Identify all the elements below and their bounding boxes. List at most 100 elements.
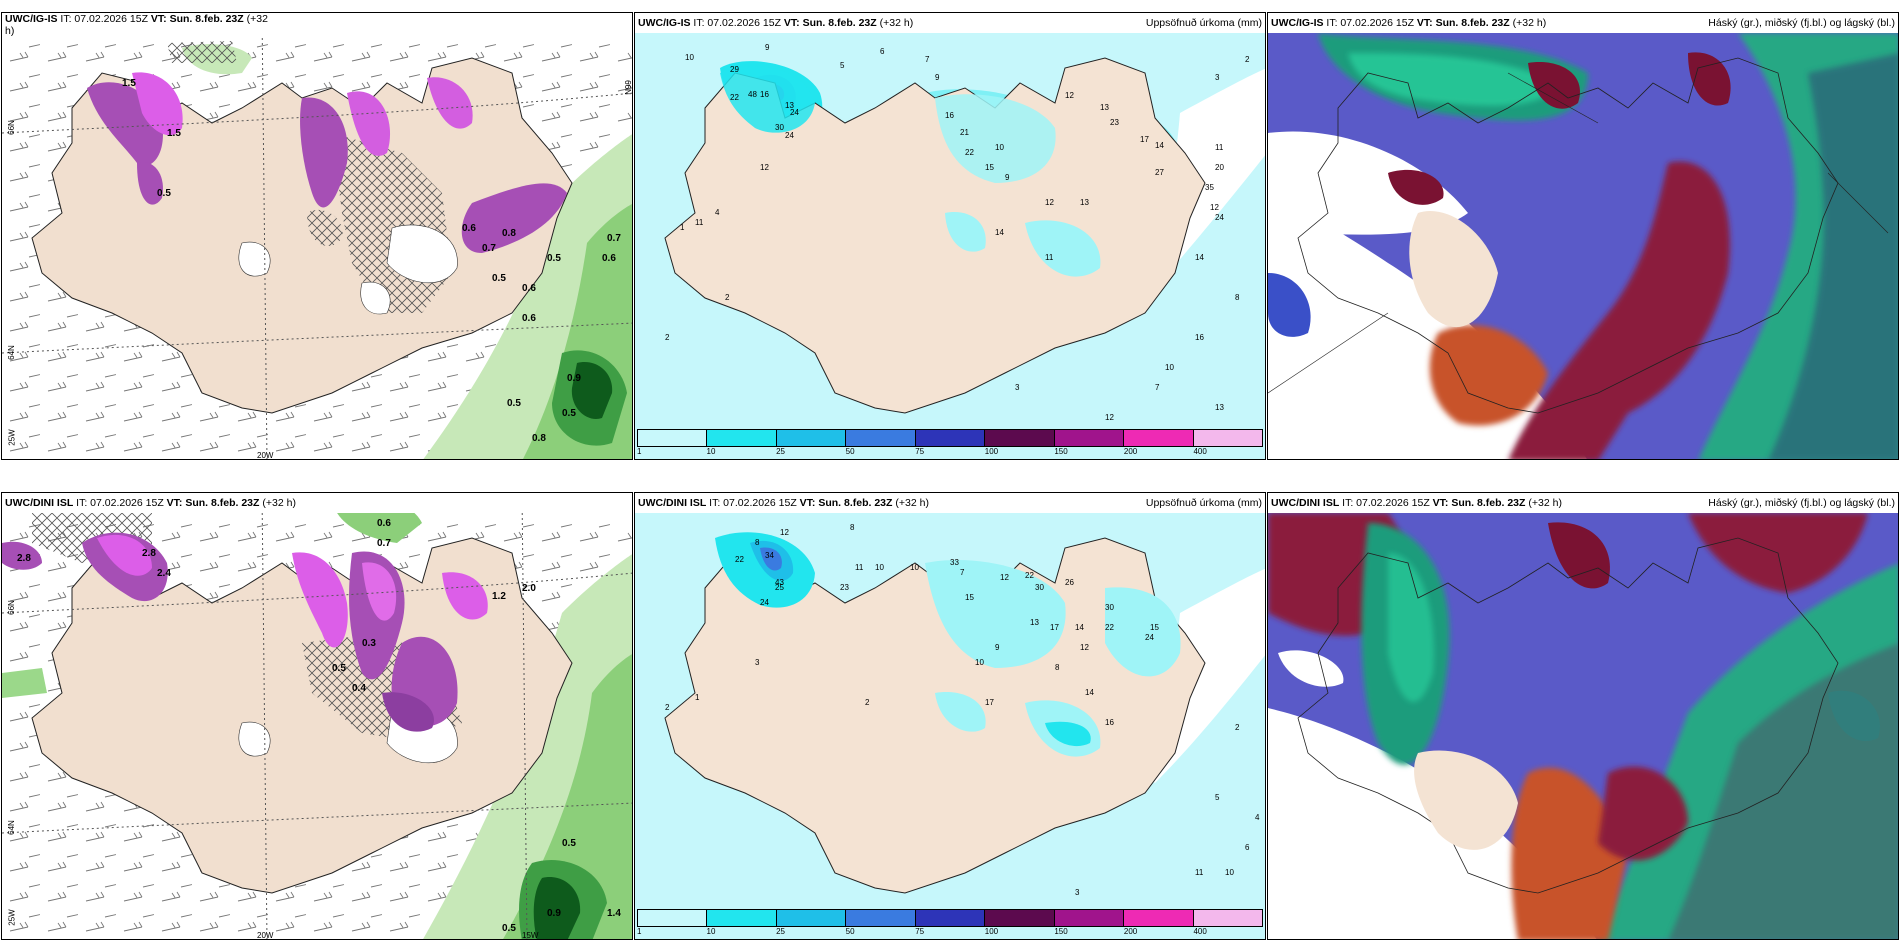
precip-value-label: 13 xyxy=(1080,198,1089,207)
colorbar-tick-label: 1 xyxy=(637,447,642,456)
map-panel-top-middle: UWC/IG-IS IT: 07.02.2026 15Z VT: Sun. 8.… xyxy=(634,12,1266,460)
precip-value-label: 3 xyxy=(1015,383,1020,392)
precip-value-label: 23 xyxy=(1110,118,1119,127)
field-title: Háský (gr.), miðský (fj.bl.) og lágský (… xyxy=(1708,497,1895,509)
colorbar-swatches xyxy=(637,909,1263,927)
snow-value-label: 0.4 xyxy=(352,683,366,694)
lat-label: 66N xyxy=(622,80,632,95)
snow-value-label: 2.8 xyxy=(142,548,156,559)
precip-value-label: 3 xyxy=(755,658,760,667)
precip-value-label: 12 xyxy=(760,163,769,172)
precip-value-label: 24 xyxy=(1145,633,1154,642)
precip-value-label: 13 xyxy=(1100,103,1109,112)
colorbar-tick-label: 150 xyxy=(1054,447,1068,456)
precip-value-label: 2 xyxy=(665,703,670,712)
colorbar-swatch xyxy=(707,910,777,926)
precip-value-label: 22 xyxy=(965,148,974,157)
snow-value-label: 1.5 xyxy=(167,128,181,139)
lead-time: (+32 h) xyxy=(879,17,914,29)
lead-time: (+32 h) xyxy=(1528,497,1562,509)
precip-map xyxy=(635,493,1265,939)
precip-value-label: 12 xyxy=(780,528,789,537)
snow-value-label: 0.6 xyxy=(462,223,476,234)
precip-value-label: 4 xyxy=(1255,813,1260,822)
precip-value-label: 22 xyxy=(1025,571,1034,580)
snow-value-label: 0.5 xyxy=(332,663,346,674)
precip-value-label: 24 xyxy=(785,131,794,140)
precip-value-label: 12 xyxy=(1105,413,1114,422)
precip-value-label: 4 xyxy=(715,208,720,217)
lead-time-cont: h) xyxy=(5,25,15,37)
field-title: Uppsöfnuð úrkoma (mm) xyxy=(1145,17,1262,29)
precip-value-label: 10 xyxy=(910,563,919,572)
colorbar-tick-label: 25 xyxy=(776,447,786,456)
snow-value-label: 0.7 xyxy=(607,233,621,244)
lat-label: 66N xyxy=(6,120,16,135)
lat-label: 64N xyxy=(6,345,16,360)
precip-value-label: 1 xyxy=(695,693,700,702)
snow-value-label: 0.9 xyxy=(567,373,581,384)
colorbar-swatch xyxy=(846,910,916,926)
colorbar-swatch xyxy=(1193,430,1262,446)
colorbar-tick-label: 1 xyxy=(637,927,642,936)
precip-value-label: 9 xyxy=(935,73,940,82)
precip-value-label: 7 xyxy=(1155,383,1160,392)
map-panel-top-right: UWC/IG-IS IT: 07.02.2026 15Z VT: Sun. 8.… xyxy=(1267,12,1899,460)
snow-value-label: 1.2 xyxy=(492,591,506,602)
colorbar-tick-label: 75 xyxy=(915,927,925,936)
precip-value-label: 25 xyxy=(775,583,784,592)
field-title: Háský (gr.), miðský (fj.bl.) og lágský (… xyxy=(1708,17,1895,29)
colorbar-ticks: 1 10 25 50 75 100 150 200 400 xyxy=(637,447,1263,457)
lon-label: 20W xyxy=(257,451,274,460)
snow-value-label: 2.4 xyxy=(157,568,171,579)
colorbar-tick-label: 10 xyxy=(706,447,716,456)
precip-value-label: 11 xyxy=(1045,253,1054,262)
colorbar-tick-label: 400 xyxy=(1193,927,1207,936)
colorbar-tick-label: 75 xyxy=(915,447,925,456)
colorbar-swatch xyxy=(915,430,986,446)
precip-value-label: 27 xyxy=(1155,168,1164,177)
snow-value-label: 1.4 xyxy=(607,908,621,919)
colorbar-swatch xyxy=(776,430,847,446)
colorbar-swatch xyxy=(1054,910,1125,926)
colorbar-swatch xyxy=(776,910,847,926)
panel-header: UWC/IG-IS IT: 07.02.2026 15Z VT: Sun. 8.… xyxy=(2,13,632,37)
precip-value-label: 12 xyxy=(1045,198,1054,207)
snow-value-label: 0.6 xyxy=(602,253,616,264)
precip-value-label: 14 xyxy=(1085,688,1094,697)
snow-value-label: 2.8 xyxy=(17,553,31,564)
valid-time: VT: Sun. 8.feb. 23Z xyxy=(150,13,244,25)
precip-value-label: 9 xyxy=(1005,173,1010,182)
model-source: UWC/DINI ISL xyxy=(1271,497,1340,509)
map-panel-bottom-left: UWC/DINI ISL IT: 07.02.2026 15Z VT: Sun.… xyxy=(1,492,633,940)
precip-value-label: 10 xyxy=(995,143,1004,152)
lat-label: 66N xyxy=(6,600,16,615)
precip-value-label: 15 xyxy=(965,593,974,602)
snow-value-label: 0.7 xyxy=(482,243,496,254)
lead-time: (+32 h) xyxy=(1512,17,1547,29)
init-time: IT: 07.02.2026 15Z xyxy=(693,17,781,29)
precip-map xyxy=(635,13,1265,459)
precip-value-label: 11 xyxy=(1215,143,1224,152)
precip-value-label: 10 xyxy=(1225,868,1234,877)
precip-value-label: 3 xyxy=(1215,73,1220,82)
precip-value-label: 3 xyxy=(1075,888,1080,897)
colorbar-tick-label: 10 xyxy=(706,927,716,936)
precip-value-label: 35 xyxy=(1205,183,1214,192)
colorbar-tick-label: 50 xyxy=(845,927,855,936)
precip-value-label: 10 xyxy=(975,658,984,667)
precip-value-label: 10 xyxy=(685,53,694,62)
precip-value-label: 34 xyxy=(765,551,774,560)
precip-value-label: 13 xyxy=(1215,403,1224,412)
field-title: Uppsöfnuð úrkoma (mm) xyxy=(1145,497,1262,509)
map-panel-top-left: UWC/IG-IS IT: 07.02.2026 15Z VT: Sun. 8.… xyxy=(1,12,633,460)
colorbar-swatch xyxy=(985,910,1055,926)
lead-time: (+32 h) xyxy=(262,497,296,509)
colorbar-swatch xyxy=(915,910,986,926)
precip-value-label: 2 xyxy=(1245,55,1250,64)
colorbar-ticks: 1 10 25 50 75 100 150 200 400 xyxy=(637,927,1263,937)
model-source: UWC/DINI ISL xyxy=(5,497,74,509)
snow-value-label: 0.5 xyxy=(547,253,561,264)
init-time: IT: 07.02.2026 15Z xyxy=(60,13,148,25)
precip-value-label: 13 xyxy=(1030,618,1039,627)
